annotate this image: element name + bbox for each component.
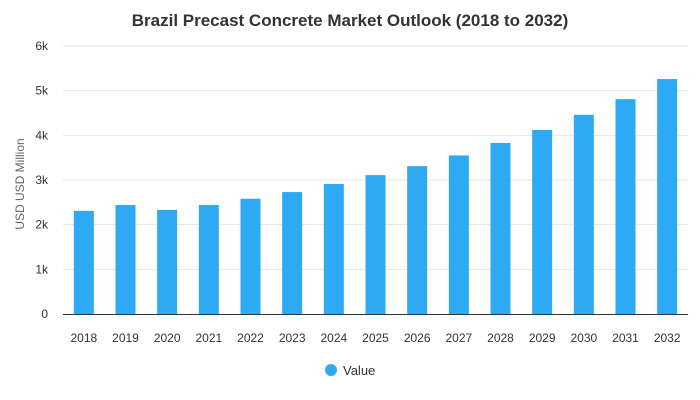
bar-2024[interactable] [323,184,344,314]
legend-label-value: Value [343,363,375,378]
y-tick-label: 4k [35,128,49,142]
bar-2029[interactable] [532,129,553,314]
bar-2027[interactable] [448,155,469,314]
x-tick-label: 2027 [445,331,472,345]
bar-series [73,79,678,314]
x-tick-label: 2028 [487,331,514,345]
bar-2022[interactable] [240,198,261,314]
x-tick-label: 2022 [237,331,264,345]
y-axis-label: USD USD Million [13,138,27,229]
bar-2032[interactable] [657,79,678,314]
bar-2026[interactable] [407,166,428,314]
x-tick-label: 2021 [195,331,222,345]
bar-2023[interactable] [282,192,303,314]
chart-title: Brazil Precast Concrete Market Outlook (… [132,11,569,30]
bar-2018[interactable] [73,210,94,314]
bar-2028[interactable] [490,142,511,314]
y-tick-label: 3k [35,173,49,187]
y-tick-label: 6k [35,39,49,53]
bar-2019[interactable] [115,205,136,314]
x-tick-label: 2031 [612,331,639,345]
x-tick-label: 2030 [570,331,597,345]
x-tick-label: 2025 [362,331,389,345]
x-tick-label: 2019 [112,331,139,345]
legend-marker-value [325,364,337,376]
y-tick-label: 5k [35,84,49,98]
x-axis-ticks: 2018 2019 2020 2021 2022 2023 2024 2025 2026 2027… [70,331,680,345]
y-tick-label: 1k [35,262,49,276]
x-tick-label: 2018 [70,331,97,345]
x-tick-label: 2024 [320,331,347,345]
bar-2031[interactable] [615,99,636,314]
bar-2030[interactable] [573,114,594,314]
bar-2020[interactable] [157,209,178,314]
x-tick-label: 2026 [404,331,431,345]
y-tick-label: 0 [41,307,48,321]
x-tick-label: 2029 [529,331,556,345]
bar-2021[interactable] [198,205,219,314]
x-tick-label: 2032 [654,331,681,345]
x-tick-label: 2023 [279,331,306,345]
legend[interactable]: Value [325,363,375,378]
x-tick-label: 2020 [154,331,181,345]
y-axis-ticks: 0 1k 2k 3k 4k 5k 6k [35,39,49,321]
y-tick-label: 2k [35,218,49,232]
bar-2025[interactable] [365,175,386,314]
